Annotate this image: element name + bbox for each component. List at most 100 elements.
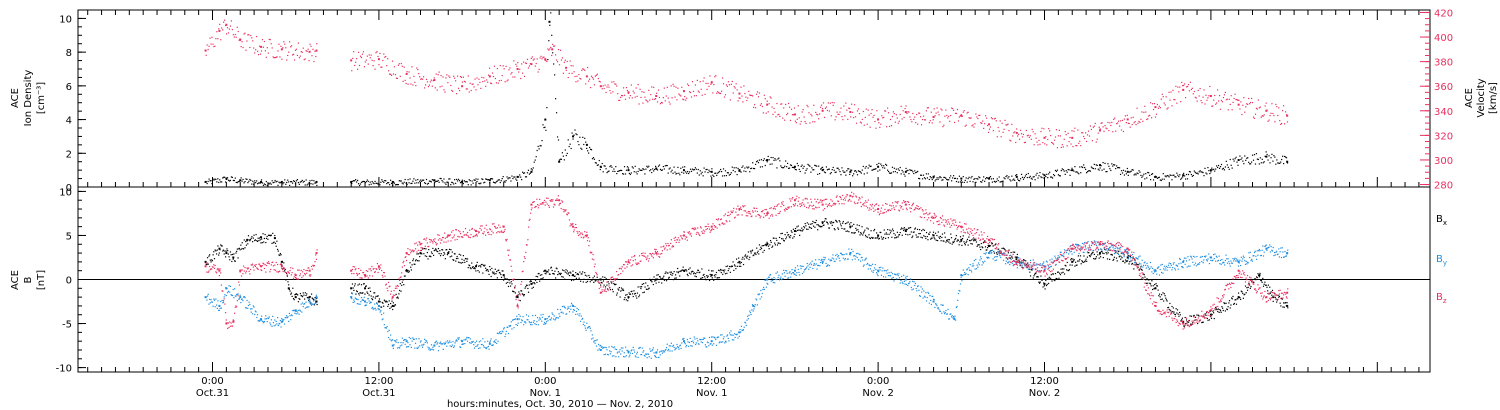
- velocity-sample: [1231, 109, 1233, 111]
- density-sample: [485, 178, 487, 180]
- bx-sample: [472, 266, 474, 268]
- velocity-sample: [504, 81, 506, 83]
- by-sample: [414, 347, 416, 349]
- by-sample: [767, 276, 770, 278]
- velocity-sample: [477, 84, 479, 86]
- density-sample: [263, 183, 266, 185]
- bx-sample: [1286, 302, 1288, 304]
- bx-sample: [404, 275, 406, 277]
- density-sample: [863, 173, 865, 175]
- velocity-sample: [1286, 121, 1289, 123]
- bx-sample: [702, 277, 704, 279]
- velocity-sample: [303, 59, 305, 61]
- bx-sample: [729, 271, 731, 273]
- velocity-sample: [895, 114, 897, 116]
- density-sample: [1209, 172, 1211, 175]
- density-sample: [1062, 169, 1064, 171]
- bx-sample: [1059, 274, 1061, 276]
- bx-sample: [391, 300, 393, 302]
- velocity-sample: [1154, 116, 1157, 118]
- by-sample: [494, 341, 496, 344]
- by-point: [405, 340, 408, 343]
- bx-sample: [452, 259, 454, 261]
- velocity-sample: [624, 98, 627, 100]
- by-sample: [692, 342, 695, 344]
- density-axis-label-line-2: Ion Density: [23, 70, 34, 127]
- velocity-sample: [1132, 116, 1134, 118]
- bx-sample: [1132, 257, 1134, 259]
- bx-sample: [557, 271, 559, 273]
- density-sample: [397, 183, 399, 186]
- by-sample: [397, 341, 399, 344]
- velocity-sample: [262, 46, 265, 48]
- by-sample: [231, 294, 233, 296]
- velocity-sample: [1042, 141, 1044, 144]
- by-sample: [686, 338, 688, 341]
- bx-sample: [793, 236, 795, 238]
- density-sample: [713, 175, 715, 178]
- bx-sample: [885, 232, 887, 234]
- density-sample: [467, 184, 469, 186]
- velocity-sample: [1035, 137, 1037, 139]
- velocity-point: [551, 48, 554, 51]
- velocity-sample: [401, 65, 403, 67]
- bx-sample: [503, 276, 505, 278]
- density-sample: [1120, 170, 1123, 172]
- bx-sample: [453, 253, 455, 255]
- bx-sample: [262, 233, 264, 235]
- by-sample: [472, 340, 474, 343]
- bx-sample: [535, 275, 537, 278]
- velocity-tick-label: 280: [1434, 181, 1453, 192]
- bx-sample: [961, 244, 963, 246]
- velocity-point: [627, 91, 630, 94]
- bx-sample: [1172, 307, 1174, 309]
- bx-sample: [383, 305, 385, 307]
- bx-sample: [950, 237, 953, 239]
- by-point: [932, 300, 935, 303]
- bx-sample: [736, 265, 738, 267]
- velocity-sample: [780, 103, 782, 105]
- bx-sample: [1156, 285, 1158, 287]
- density-sample: [1025, 173, 1027, 176]
- density-sample: [642, 167, 644, 170]
- velocity-sample: [402, 80, 404, 82]
- by-sample: [661, 350, 663, 352]
- density-sample: [855, 171, 858, 173]
- bx-sample: [817, 229, 819, 231]
- bx-sample: [1029, 275, 1032, 277]
- velocity-sample: [449, 76, 451, 78]
- velocity-sample: [1168, 91, 1170, 93]
- by-sample: [867, 262, 869, 264]
- by-sample: [880, 274, 883, 276]
- velocity-point: [405, 72, 408, 75]
- bx-sample: [415, 259, 417, 261]
- velocity-sample: [833, 102, 835, 104]
- velocity-sample: [660, 101, 663, 104]
- velocity-sample: [437, 74, 439, 76]
- bx-sample: [408, 271, 410, 273]
- bx-sample: [860, 232, 862, 234]
- velocity-sample: [503, 68, 505, 70]
- density-sample: [851, 169, 853, 171]
- velocity-sample: [1241, 113, 1243, 116]
- density-sample: [1084, 166, 1086, 169]
- bx-sample: [289, 290, 291, 292]
- bx-sample: [1192, 315, 1195, 317]
- bx-sample: [432, 247, 434, 250]
- by-sample: [259, 319, 261, 321]
- velocity-sample: [971, 125, 973, 127]
- velocity-sample: [221, 27, 223, 29]
- velocity-sample: [836, 111, 838, 113]
- velocity-sample: [575, 81, 577, 83]
- by-sample: [455, 340, 457, 342]
- by-sample: [744, 321, 746, 323]
- by-sample: [410, 337, 412, 340]
- velocity-sample: [480, 87, 482, 90]
- density-sample: [606, 171, 608, 174]
- density-sample: [274, 179, 276, 182]
- density-sample: [980, 181, 982, 183]
- bx-sample: [928, 233, 930, 235]
- bx-sample: [511, 283, 513, 285]
- bx-sample: [292, 297, 295, 300]
- density-sample: [742, 165, 744, 167]
